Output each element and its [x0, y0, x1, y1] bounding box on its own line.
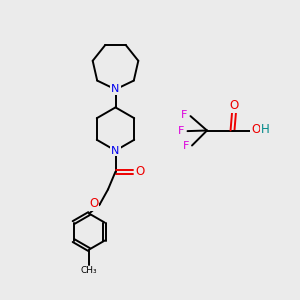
Text: N: N	[111, 146, 120, 156]
Text: F: F	[181, 110, 188, 121]
Text: N: N	[111, 84, 120, 94]
Text: H: H	[261, 123, 270, 136]
Text: O: O	[135, 165, 145, 178]
Text: O: O	[89, 197, 98, 211]
Text: F: F	[178, 126, 184, 136]
Text: O: O	[251, 123, 260, 136]
Text: F: F	[183, 141, 189, 151]
Text: CH₃: CH₃	[80, 266, 97, 275]
Text: O: O	[230, 99, 238, 112]
